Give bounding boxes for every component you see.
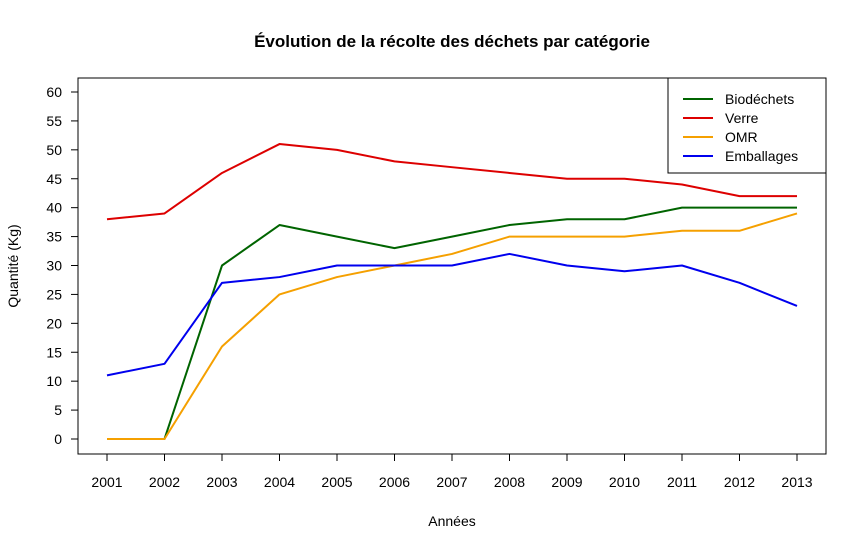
x-tick-label: 2009 (551, 474, 582, 490)
x-axis: 2001 2002 2003 2004 2005 2006 2007 2008 2009 2010… (91, 454, 813, 490)
y-tick-label: 60 (46, 84, 62, 100)
x-tick-label: 2002 (149, 474, 180, 490)
y-tick-label: 10 (46, 373, 62, 389)
series-line-omr (107, 212, 798, 440)
x-tick-label: 2001 (91, 474, 122, 490)
y-axis-label: Quantité (Kg) (5, 224, 21, 307)
legend: Biodéchets Verre OMR Emballages (667, 77, 827, 174)
legend-label-verre: Verre (725, 110, 759, 126)
x-axis-label: Années (428, 513, 475, 529)
x-tick-label: 2007 (436, 474, 467, 490)
x-tick-label: 2012 (724, 474, 755, 490)
x-tick-label: 2006 (379, 474, 410, 490)
y-tick-label: 50 (46, 142, 62, 158)
series-line-emballages (106, 252, 798, 377)
chart-title: Évolution de la récolte des déchets par … (254, 32, 650, 51)
legend-label-emballages: Emballages (725, 148, 798, 164)
x-tick-label: 2013 (781, 474, 812, 490)
y-tick-label: 5 (54, 402, 62, 418)
legend-box (667, 77, 827, 174)
y-tick-label: 55 (46, 113, 62, 129)
y-tick-label: 35 (46, 229, 62, 245)
x-tick-label: 2004 (264, 474, 295, 490)
y-tick-label: 25 (46, 286, 62, 302)
y-tick-label: 45 (46, 171, 62, 187)
y-tick-label: 20 (46, 315, 62, 331)
series-line-biodechets (107, 206, 797, 440)
legend-label-biodechets: Biodéchets (725, 91, 794, 107)
y-tick-label: 30 (46, 258, 62, 274)
x-tick-label: 2011 (667, 474, 697, 490)
y-tick-label: 0 (54, 431, 62, 447)
series-line-verre (106, 143, 797, 221)
y-tick-label: 15 (46, 344, 62, 360)
x-tick-label: 2008 (494, 474, 525, 490)
y-tick-label: 40 (46, 200, 62, 216)
x-tick-label: 2010 (609, 474, 640, 490)
y-axis: 0 5 10 15 20 25 30 35 40 45 50 55 60 (46, 84, 78, 447)
x-tick-label: 2005 (321, 474, 352, 490)
series-lines (106, 143, 798, 440)
x-tick-label: 2003 (206, 474, 237, 490)
legend-label-omr: OMR (725, 129, 758, 145)
